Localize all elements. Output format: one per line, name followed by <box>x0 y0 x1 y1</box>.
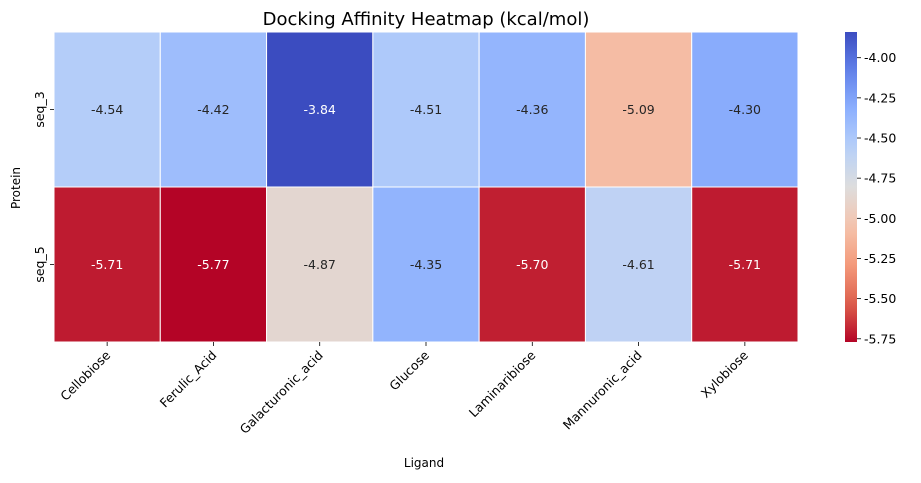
x-tick-label: Xylobiose <box>698 347 751 400</box>
x-tick-label: Laminaribiose <box>466 347 539 420</box>
cell-value-label: -4.35 <box>410 257 442 272</box>
cell-value-label: -5.71 <box>729 257 761 272</box>
cell-value-label: -3.84 <box>304 102 336 117</box>
colorbar: -4.00 -4.25 -4.50 -4.75 -5.00 -5.25 -5.50 -5.75 <box>845 32 896 346</box>
heatmap-cell <box>478 186 586 343</box>
cell-value-label: -5.09 <box>622 102 654 117</box>
chart-title: Docking Affinity Heatmap (kcal/mol) <box>263 9 590 30</box>
cell-value-label: -4.51 <box>410 102 442 117</box>
cell-value-label: -4.36 <box>516 102 548 117</box>
y-axis: seq_3 seq_5 <box>32 91 54 283</box>
x-tick-label: Cellobiose <box>57 347 113 403</box>
cell-value-label: -4.87 <box>304 257 336 272</box>
x-tick-label: Galacturonic_acid <box>237 348 326 437</box>
colorbar-tick-label: -5.50 <box>864 291 896 306</box>
colorbar-tick-label: -4.50 <box>864 131 896 146</box>
cell-value-label: -5.77 <box>197 257 229 272</box>
heatmap-cell <box>584 186 693 343</box>
colorbar-tick-label: -5.25 <box>864 251 896 266</box>
colorbar-gradient <box>845 32 857 342</box>
x-tick-label: Mannuronic_acid <box>560 348 645 433</box>
y-axis-label: Protein <box>9 167 23 209</box>
heatmap-cell <box>266 186 374 343</box>
cell-value-label: -4.61 <box>622 257 654 272</box>
colorbar-tick-label: -4.00 <box>864 50 896 65</box>
cell-value-label: -4.42 <box>197 102 229 117</box>
heatmap-cells <box>53 31 799 343</box>
heatmap-cell <box>584 31 693 188</box>
heatmap-cell <box>159 31 268 188</box>
x-axis: Cellobiose Ferulic_Acid Galacturonic_acid G… <box>57 342 751 437</box>
heatmap-cell <box>691 186 799 343</box>
heatmap-cell <box>53 31 161 188</box>
cell-value-label: -4.54 <box>91 102 123 117</box>
colorbar-tick-label: -5.00 <box>864 211 896 226</box>
heatmap-cell <box>478 31 586 188</box>
cell-value-label: -5.70 <box>516 257 548 272</box>
y-tick-label: seq_5 <box>32 246 47 282</box>
x-tick-label: Ferulic_Acid <box>157 348 220 411</box>
colorbar-tick-label: -4.25 <box>864 90 896 105</box>
colorbar-tick-label: -4.75 <box>864 171 896 186</box>
x-tick-label: Glucose <box>386 347 432 393</box>
heatmap-cell <box>372 31 480 188</box>
heatmap-cell <box>53 186 161 343</box>
x-axis-label: Ligand <box>404 456 444 470</box>
cell-value-labels: -4.54 -4.42 -3.84 -4.51 -4.36 -5.09 -4.30 -5.71… <box>91 102 761 272</box>
heatmap-cell <box>266 31 374 188</box>
cell-value-label: -4.30 <box>729 102 761 117</box>
colorbar-tick-label: -5.75 <box>864 331 896 346</box>
y-tick-label: seq_3 <box>32 91 47 127</box>
cell-value-label: -5.71 <box>91 257 123 272</box>
